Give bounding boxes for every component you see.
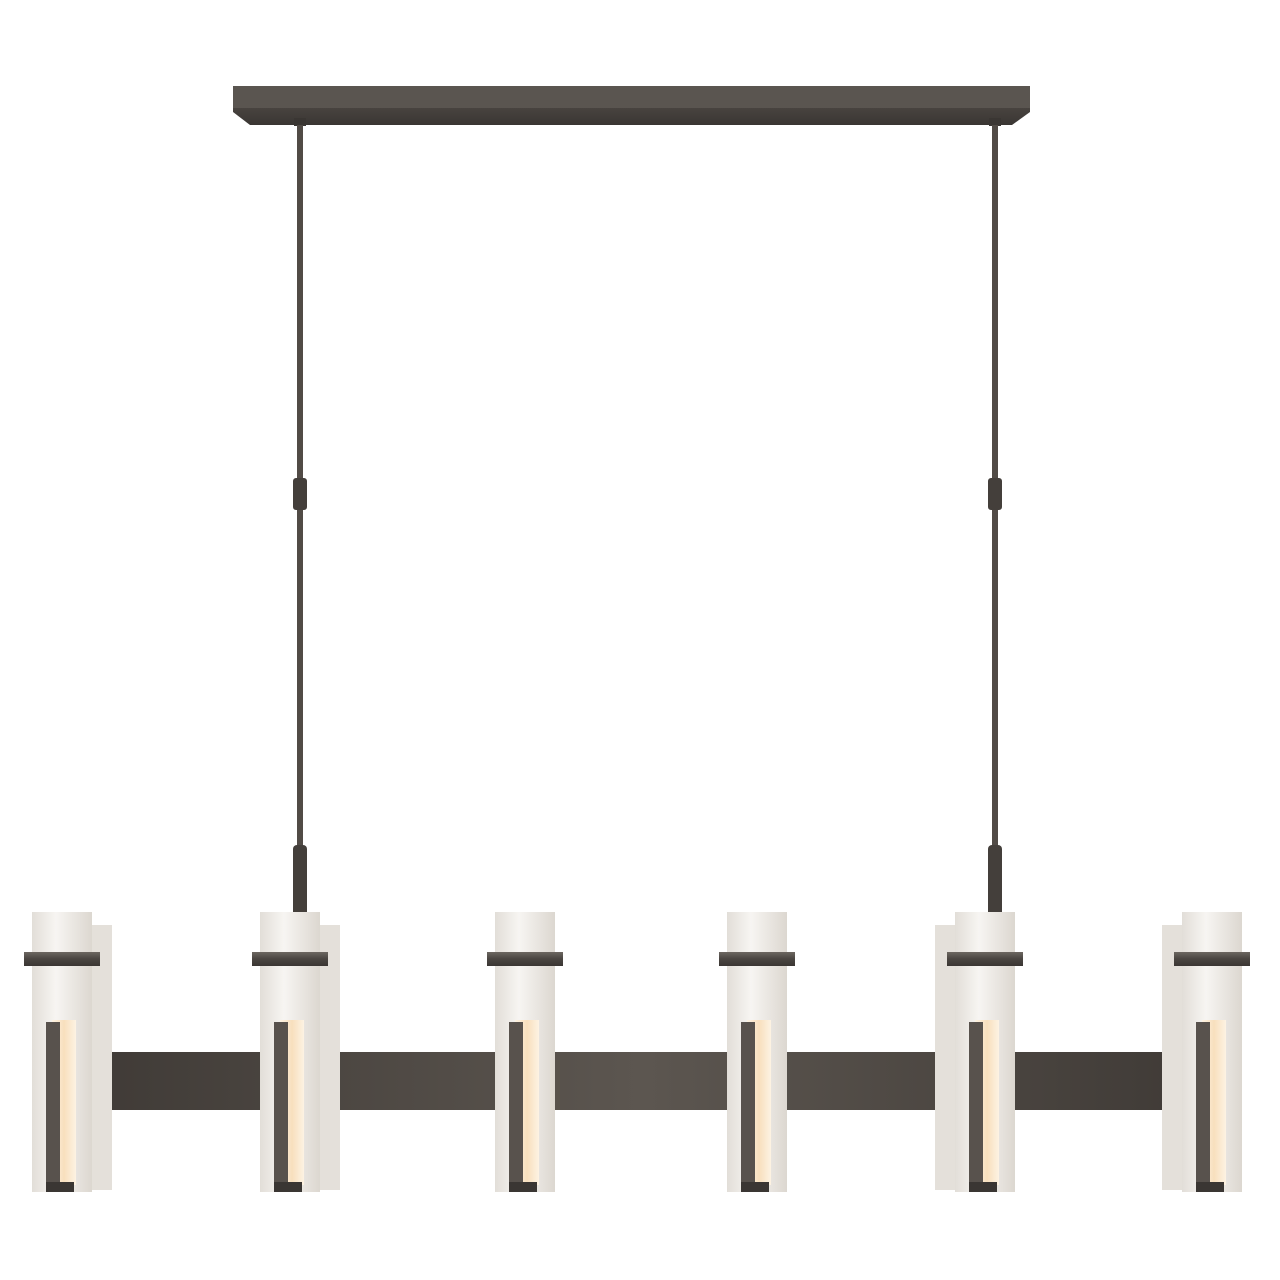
- lamps: [24, 912, 1250, 1192]
- metal-strip: [969, 1022, 983, 1190]
- metal-foot: [969, 1182, 997, 1192]
- metal-strip: [46, 1022, 60, 1190]
- suspension-rod-right: [988, 118, 1002, 920]
- lamp-5: [935, 912, 1023, 1192]
- metal-foot: [741, 1182, 769, 1192]
- metal-foot: [46, 1182, 74, 1192]
- metal-strip: [741, 1022, 755, 1190]
- metal-foot: [274, 1182, 302, 1192]
- metal-strip: [509, 1022, 523, 1190]
- lamp-2: [252, 912, 340, 1192]
- horizontal-frame-bar: [80, 1052, 1205, 1110]
- metal-collar: [1174, 952, 1250, 966]
- lamp-3: [487, 912, 563, 1192]
- metal-collar: [719, 952, 795, 966]
- metal-foot: [509, 1182, 537, 1192]
- lamp-6: [1162, 912, 1250, 1192]
- metal-strip: [1196, 1022, 1210, 1190]
- suspension-rod-left: [293, 118, 307, 920]
- lamp-1: [24, 912, 112, 1192]
- metal-foot: [1196, 1182, 1224, 1192]
- ceiling-canopy: [233, 86, 1030, 125]
- metal-collar: [24, 952, 100, 966]
- metal-collar: [487, 952, 563, 966]
- metal-collar: [947, 952, 1023, 966]
- metal-strip: [274, 1022, 288, 1190]
- metal-collar: [252, 952, 328, 966]
- lamp-4: [719, 912, 795, 1192]
